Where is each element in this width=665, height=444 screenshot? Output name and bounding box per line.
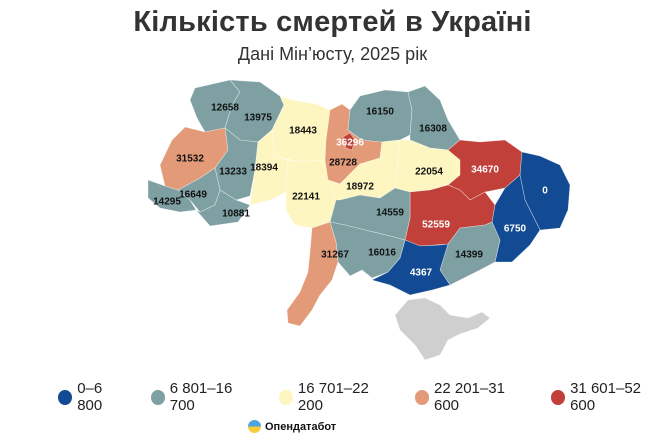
legend-label: 16 701–22 200 [297,380,369,414]
brand: Опендатабот [248,420,336,433]
label-chernivtsi: 10881 [222,209,250,220]
label-rivne: 13975 [244,113,272,124]
label-chernihiv: 16150 [366,107,394,118]
label-poltava: 22054 [415,167,443,178]
legend-item-bin3: 16 701–22 200 [278,380,393,414]
region-odesa[interactable] [286,221,339,327]
label-kyiv: 28728 [329,158,357,169]
map-subtitle: Дані Мін’юсту, 2025 рік [237,44,428,64]
map-title: Кількість смертей в Україні [133,6,532,38]
label-kyiv-city: 36296 [336,138,364,149]
label-zhytomyr: 18443 [289,126,317,137]
legend-item-bin2: 6 801–16 700 [150,380,257,414]
legend-item-bin1: 0–6 800 [58,380,129,414]
label-odesa: 31267 [321,250,349,261]
label-luhansk: 0 [542,186,548,197]
legend-dot-icon [550,389,566,405]
legend-label: 6 801–16 700 [169,380,233,414]
label-dnipro: 52559 [422,220,450,231]
label-kharkiv: 34670 [471,165,499,176]
legend-dot-icon [414,389,429,405]
label-donetsk: 6750 [504,224,527,235]
legend-label: 22 201–31 600 [434,380,505,414]
label-lviv: 31532 [176,154,204,165]
region-kharkiv[interactable] [447,139,523,201]
legend-item-bin5: 31 601–52 600 [550,380,665,414]
label-sumy: 16308 [419,124,447,135]
label-ternopil: 13233 [219,167,247,178]
region-ternopil[interactable] [214,127,259,201]
region-kyiv-city[interactable] [342,132,356,151]
label-volyn: 12658 [211,103,239,114]
label-vinnytsia: 22141 [292,192,320,203]
brand-name: Опендатабот [265,420,337,433]
region-crimea[interactable] [394,297,491,361]
legend-label: 0–6 800 [77,380,103,414]
label-ivano: 16649 [179,190,207,201]
legend-item-bin4: 22 201–31 600 [414,380,529,414]
legend-label: 31 601–52 600 [570,380,641,414]
region-sumy[interactable] [407,85,461,151]
label-zaporizhzhia: 14399 [455,250,483,261]
region-chernivtsi[interactable] [195,189,251,227]
legend-dot-icon [58,389,73,405]
label-khmelnytskyi: 18394 [250,163,278,174]
legend-dot-icon [150,389,165,405]
legend-dot-icon [278,389,293,405]
label-zakarpattia: 14295 [153,197,181,208]
opendatabot-logo-icon [248,420,261,433]
label-cherkasy: 18972 [346,182,374,193]
label-kirovohrad: 14559 [376,208,404,219]
legend: 0–6 800 6 801–16 700 16 701–22 200 22 20… [58,380,665,414]
label-mykolaiv: 16016 [368,248,396,259]
label-kherson: 4367 [410,268,433,279]
